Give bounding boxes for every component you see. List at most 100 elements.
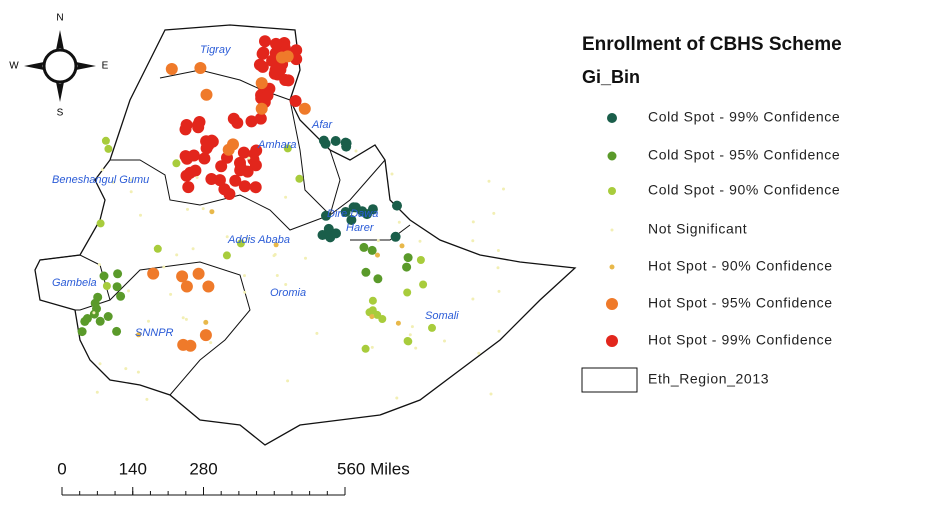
point [227, 112, 240, 125]
point [247, 156, 251, 160]
point [169, 292, 173, 296]
point [279, 74, 292, 86]
point [323, 223, 334, 234]
point [320, 138, 331, 149]
region-label: Dire Dawa [327, 208, 378, 220]
point [191, 247, 195, 251]
point [359, 242, 369, 252]
point [321, 210, 331, 221]
point [443, 339, 446, 343]
point [471, 297, 475, 301]
point [354, 149, 358, 153]
point [172, 159, 181, 168]
point [254, 112, 267, 125]
point [165, 63, 178, 75]
compass-e: E [102, 61, 109, 72]
point [370, 345, 374, 349]
point [496, 249, 500, 252]
point [145, 397, 149, 401]
hotspot-points [77, 35, 505, 401]
point [116, 291, 126, 301]
point [392, 200, 402, 211]
point [181, 316, 185, 320]
point [257, 46, 270, 59]
point [234, 164, 247, 177]
point [395, 320, 401, 326]
point [82, 314, 92, 323]
point [147, 319, 150, 323]
point [192, 121, 205, 134]
point [124, 367, 128, 371]
point [375, 252, 380, 258]
region-label: Harer [346, 222, 375, 234]
point [397, 220, 401, 224]
point [229, 174, 242, 187]
point [182, 181, 195, 194]
point [202, 280, 215, 293]
legend-marker [607, 151, 617, 161]
point [198, 152, 211, 165]
point [281, 50, 294, 63]
point [402, 262, 412, 272]
point [243, 274, 246, 278]
point [199, 329, 212, 342]
point [497, 289, 501, 293]
point [492, 211, 496, 215]
point [304, 256, 307, 260]
point [129, 190, 133, 194]
scale-label: 0 [57, 459, 66, 478]
legend-label: Hot Spot - 95% Confidence [648, 295, 833, 311]
point [136, 370, 140, 374]
point [218, 183, 231, 196]
region-label: SNNPR [135, 327, 174, 339]
point [236, 239, 245, 248]
point [99, 271, 109, 281]
point [331, 228, 341, 239]
point [96, 219, 105, 228]
legend-marker [606, 335, 618, 347]
point [298, 102, 311, 115]
point [249, 159, 262, 172]
legend-label: Hot Spot - 99% Confidence [648, 332, 833, 348]
point [502, 187, 505, 191]
point [341, 141, 352, 152]
legend-label: Not Significant [648, 221, 747, 237]
point [272, 254, 276, 258]
scale-label: 140 [119, 459, 147, 478]
legend-label: Hot Spot - 90% Confidence [648, 258, 833, 274]
point [269, 64, 282, 77]
point [487, 179, 491, 183]
region-label: Afar [311, 119, 334, 131]
point [350, 202, 361, 213]
point [496, 266, 500, 270]
point [175, 253, 179, 257]
legend-label: Cold Spot - 99% Confidence [648, 109, 840, 125]
point [477, 351, 481, 355]
point [273, 242, 279, 248]
point [390, 172, 394, 176]
point [209, 209, 215, 215]
point [261, 89, 274, 102]
point [95, 316, 105, 326]
point [213, 174, 226, 187]
point [416, 256, 425, 264]
region-label: Tigray [200, 44, 232, 56]
point [368, 296, 377, 305]
point [471, 220, 475, 224]
point [238, 180, 251, 193]
point [410, 325, 414, 329]
point [203, 319, 209, 325]
point [259, 35, 271, 48]
point [408, 333, 412, 337]
point [77, 327, 87, 337]
legend-label: Cold Spot - 95% Confidence [648, 147, 840, 163]
point [113, 269, 123, 279]
point [101, 136, 110, 145]
boundary-swatch [581, 367, 638, 393]
point [284, 283, 288, 286]
point [225, 235, 229, 239]
point [92, 311, 96, 315]
point [376, 239, 380, 243]
region-label: Somali [425, 310, 459, 322]
point [419, 280, 428, 289]
